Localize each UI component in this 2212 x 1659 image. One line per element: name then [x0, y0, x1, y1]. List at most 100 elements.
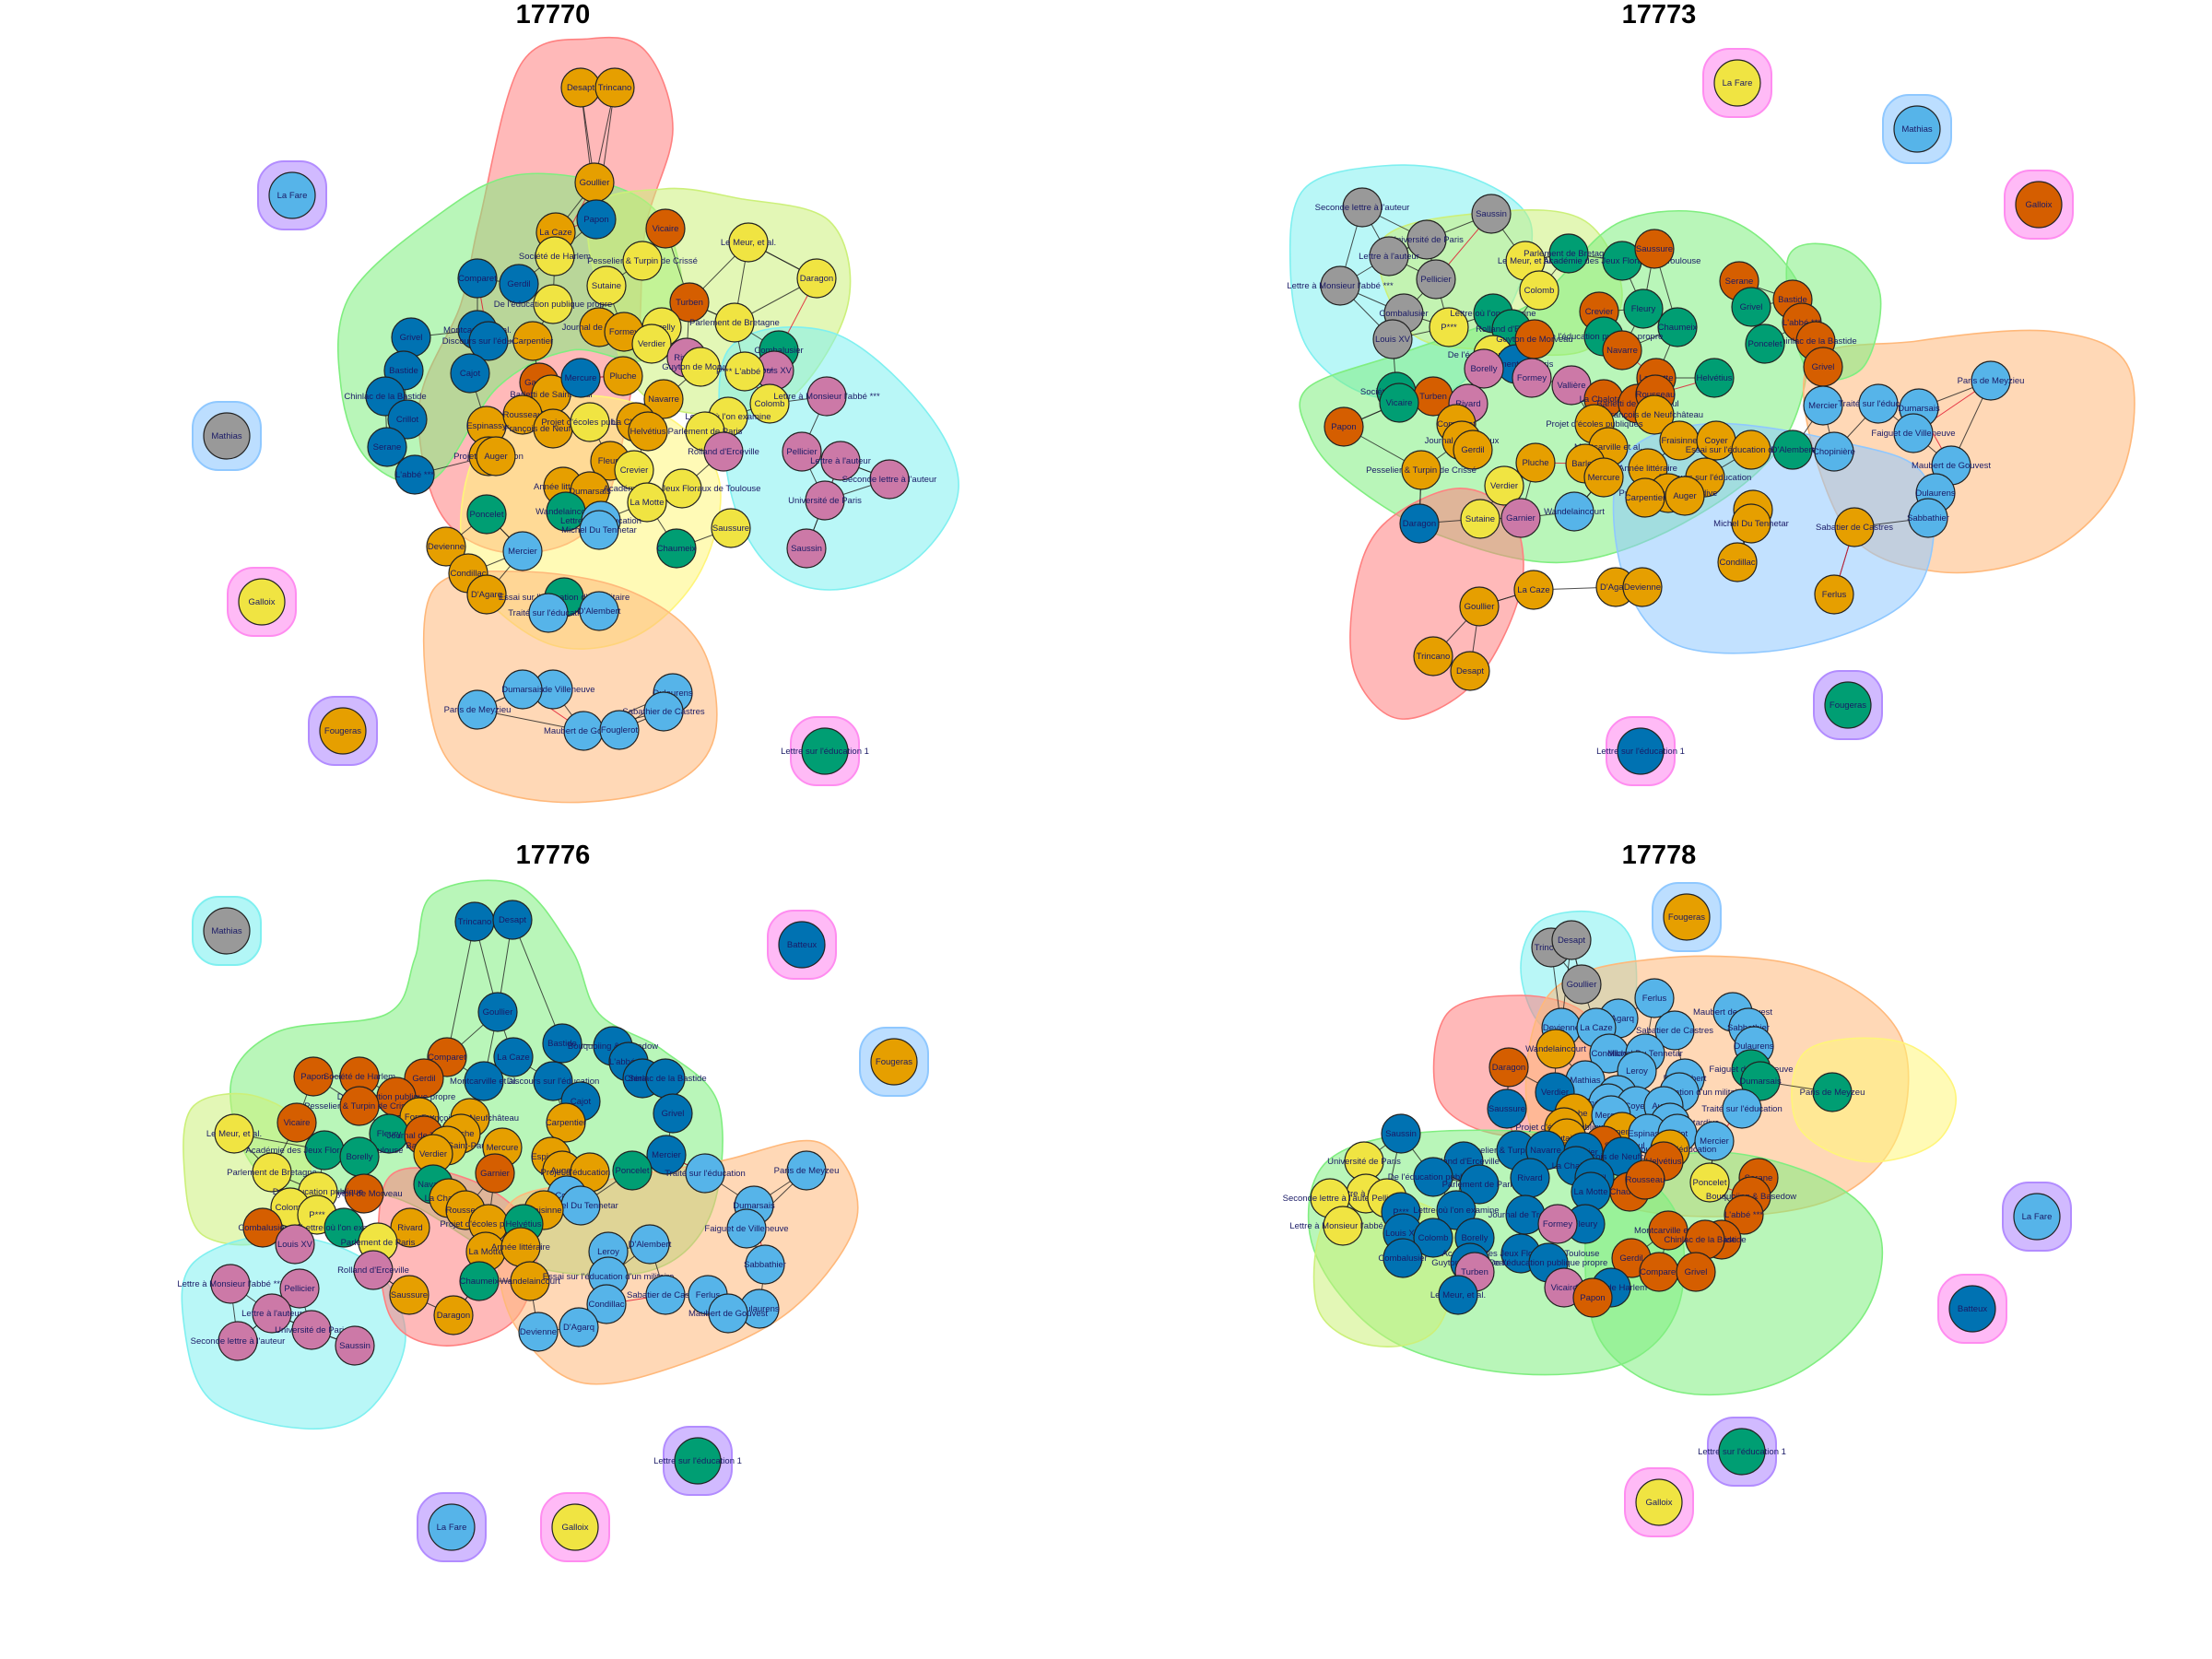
node[interactable]: D'Agarq — [466, 574, 507, 615]
node[interactable]: De l'éducation publique — [1388, 1157, 1478, 1197]
node[interactable]: Goullier — [477, 992, 518, 1032]
node[interactable]: Helvétius — [628, 411, 668, 452]
node[interactable]: Sabatier de Castres — [1636, 1010, 1713, 1051]
node[interactable]: Louis XV — [275, 1224, 315, 1265]
node[interactable]: Pesselier & Turpin de Crissé — [1366, 450, 1477, 490]
node[interactable]: D'Alembert — [578, 591, 621, 631]
node[interactable]: Discours sur l'éducation — [507, 1061, 600, 1101]
node[interactable]: Colomb — [1413, 1218, 1453, 1258]
node[interactable]: Maubert de Gouvest — [544, 711, 623, 751]
node[interactable]: Sabatier de Castres — [627, 1275, 704, 1315]
node[interactable]: Wandelaincourt — [1544, 491, 1605, 532]
node[interactable]: Lettre à l'auteur — [241, 1293, 302, 1334]
node[interactable]: Rolland d'Erceville — [337, 1250, 409, 1290]
node[interactable]: Saussin — [335, 1325, 375, 1366]
node[interactable]: Condillac — [586, 1284, 627, 1324]
node[interactable]: Verdier — [1484, 465, 1524, 506]
node[interactable]: Navarre — [643, 379, 684, 419]
node[interactable]: Saussin — [1381, 1113, 1421, 1154]
node[interactable]: Colomb — [1519, 270, 1559, 311]
node[interactable]: Dumarsais — [1739, 1061, 1782, 1101]
node[interactable]: Papon — [293, 1056, 334, 1097]
node[interactable]: Auger — [476, 436, 516, 477]
node[interactable]: Pluche — [603, 356, 643, 396]
node[interactable]: Guyton de Morveau — [662, 347, 739, 387]
node[interactable]: Devienne — [426, 526, 466, 567]
isolated-node[interactable]: Fougeras — [308, 696, 378, 766]
node[interactable]: Condillac — [1717, 542, 1758, 582]
node[interactable]: Société de Harlem — [519, 236, 591, 276]
node[interactable]: Pesselier & Turpin de Crissé — [304, 1086, 415, 1126]
isolated-node[interactable]: Lettre sur l'éducation 1 — [1596, 716, 1685, 786]
node[interactable]: Lettre à Monsieur l'abbé *** — [177, 1264, 284, 1304]
node[interactable]: Wandelaincourt — [1525, 1029, 1586, 1069]
node[interactable]: Garnier — [1500, 498, 1541, 538]
node[interactable]: Fleury — [1565, 1204, 1606, 1244]
isolated-node[interactable]: Mathias — [192, 896, 262, 966]
node[interactable]: Serane — [367, 427, 407, 467]
node[interactable]: La Motte — [1571, 1171, 1611, 1212]
node[interactable]: Carpentier — [546, 1102, 586, 1143]
node[interactable]: Sabbathier — [744, 1244, 786, 1285]
node[interactable]: Fouglerot — [599, 710, 640, 750]
node[interactable]: Wandelaincourt — [500, 1261, 560, 1301]
node[interactable]: Essai sur l'éducation d'un militaire — [1686, 429, 1818, 470]
node[interactable]: Helvétius — [1694, 358, 1735, 398]
node[interactable]: Seconde lettre à l'auteur — [842, 459, 937, 500]
node[interactable]: Projet d'écoles publiques — [541, 402, 639, 442]
node[interactable]: Sabatier de Castres — [1816, 507, 1893, 547]
node[interactable]: Comparet — [457, 258, 498, 299]
node[interactable]: Traité sur l'éducation — [665, 1153, 746, 1194]
node[interactable]: Saussure — [1487, 1088, 1527, 1129]
node[interactable]: Rolland d'Erceville — [688, 431, 759, 472]
node[interactable]: Académie des Jeux Floraux de Toulouse — [604, 468, 761, 509]
isolated-node[interactable]: Galloix — [1624, 1467, 1694, 1537]
isolated-node[interactable]: La Fare — [1702, 48, 1772, 118]
node[interactable]: Comparet — [1639, 1252, 1679, 1292]
node[interactable]: L'abbé *** — [394, 454, 435, 495]
node[interactable]: Combalusier — [238, 1207, 288, 1248]
node[interactable]: D'Agarq — [559, 1307, 599, 1347]
node[interactable]: Mercier — [646, 1135, 687, 1175]
node[interactable]: Seconde lettre à l'auteur — [191, 1321, 286, 1361]
node[interactable]: Daragon — [796, 258, 837, 299]
node[interactable]: Garnier — [475, 1153, 515, 1194]
node[interactable]: Sabbathier — [1907, 498, 1949, 538]
node[interactable]: Sabathier de Castres — [622, 691, 705, 732]
node[interactable]: Lettre où l'on examine — [1413, 1190, 1500, 1230]
node[interactable]: Paris de Meyzieu — [444, 689, 512, 730]
node[interactable]: Le Meur, et al. — [206, 1113, 262, 1154]
node[interactable]: Parlement de Paris — [1442, 1164, 1517, 1205]
node[interactable]: Grivel — [653, 1093, 693, 1134]
node[interactable]: Borelly — [1464, 348, 1504, 389]
node[interactable]: Vicaire — [645, 208, 686, 249]
isolated-node[interactable]: Mathias — [192, 401, 262, 471]
node[interactable]: Montcarville et al. — [450, 1061, 518, 1101]
node[interactable]: Poncelet — [466, 494, 507, 535]
node[interactable]: Le Meur, et al. — [721, 222, 776, 263]
node[interactable]: Papon — [576, 199, 617, 240]
node[interactable]: Vicaire — [276, 1102, 317, 1143]
node[interactable]: Goullier — [1459, 586, 1500, 627]
node[interactable]: Lettre à Monsieur l'abbé *** — [1289, 1206, 1396, 1246]
node[interactable]: P*** L'abbé *** — [716, 351, 773, 392]
node[interactable]: Mercure — [1583, 457, 1624, 498]
node[interactable]: Lettre où l'on examine — [300, 1207, 387, 1248]
node[interactable]: Traité sur l'éducation — [1838, 383, 1919, 424]
node[interactable]: Carpentier — [512, 321, 553, 361]
isolated-node[interactable]: Galloix — [540, 1492, 610, 1562]
isolated-node[interactable]: Batteux — [767, 910, 837, 980]
node[interactable]: Rivard — [1510, 1158, 1550, 1198]
node[interactable]: Chaumeix — [459, 1261, 500, 1301]
node[interactable]: François de Neufchâteau — [1606, 394, 1703, 435]
node[interactable]: Coyer — [1696, 420, 1736, 461]
node[interactable]: Sutaine — [586, 265, 627, 306]
isolated-node[interactable]: Lettre sur l'éducation 1 — [653, 1426, 742, 1496]
node[interactable]: Parlement de Bretagne — [227, 1152, 317, 1193]
node[interactable]: Desapt — [560, 67, 601, 108]
node[interactable]: Saussin — [1471, 194, 1512, 234]
node[interactable]: Colomb — [749, 383, 790, 424]
node[interactable]: Lettre à Monsieur l'abbé *** — [773, 376, 880, 417]
node[interactable]: Seconde lettre à l'auteur — [1315, 187, 1410, 228]
node[interactable]: Parlement de Bretagne — [689, 302, 780, 343]
